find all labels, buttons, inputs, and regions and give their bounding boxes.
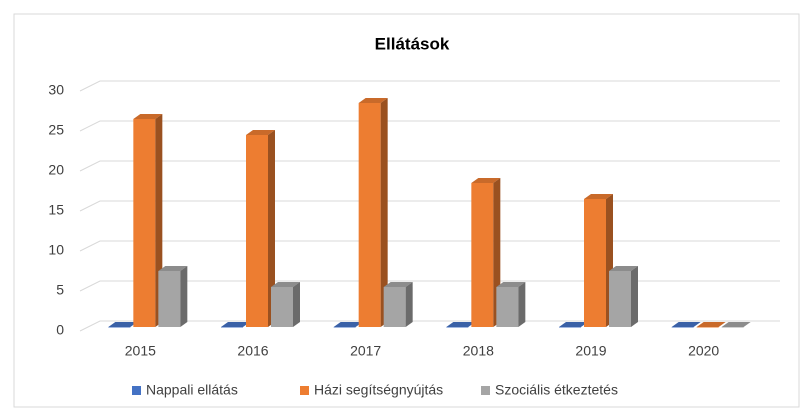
bar-top xyxy=(333,322,363,327)
legend-label: Nappali ellátás xyxy=(146,382,238,398)
y-tick-label: 30 xyxy=(48,82,64,98)
bar-front xyxy=(671,327,694,328)
bar-top xyxy=(271,282,300,287)
y-tick-label: 10 xyxy=(48,242,64,258)
bar-front xyxy=(108,327,131,328)
x-tick-label: 2019 xyxy=(575,343,606,359)
grid-line xyxy=(79,120,780,132)
bar-side xyxy=(405,282,413,327)
bar-top xyxy=(221,322,250,327)
y-tick-label: 15 xyxy=(48,202,64,218)
bar-top xyxy=(671,322,701,327)
bar-top xyxy=(496,282,526,287)
bar-top xyxy=(471,178,501,183)
y-tick-label: 5 xyxy=(56,282,64,298)
bar-front xyxy=(221,327,243,328)
x-tick-label: 2015 xyxy=(125,343,156,359)
x-tick-label: 2017 xyxy=(350,343,381,359)
bar-top xyxy=(446,322,476,327)
bar-front xyxy=(358,103,381,327)
bar-front xyxy=(133,119,156,327)
chart-title: Ellátások xyxy=(375,34,450,53)
bar-top xyxy=(246,130,275,135)
legend-swatch xyxy=(132,386,141,395)
bar-front xyxy=(246,135,268,327)
y-tick-label: 20 xyxy=(48,162,64,178)
bar-front xyxy=(383,287,406,327)
bar-side xyxy=(631,266,638,327)
bar-top xyxy=(133,114,163,119)
legend-swatch xyxy=(481,386,490,395)
bar-top xyxy=(559,322,588,327)
bar-front xyxy=(609,271,631,327)
legend-label: Házi segítségnyújtás xyxy=(314,382,443,398)
bar-front xyxy=(559,327,581,328)
grid-line xyxy=(79,80,780,92)
bar-front xyxy=(696,327,719,328)
bar-front xyxy=(496,287,519,327)
bar-front xyxy=(471,183,494,327)
bar-top xyxy=(721,322,751,327)
bar-top xyxy=(358,98,388,103)
bar-top xyxy=(609,266,638,271)
bar-front xyxy=(446,327,469,328)
grid-line xyxy=(79,160,780,172)
bar-top xyxy=(158,266,188,271)
bar-side xyxy=(380,98,388,327)
grid-line xyxy=(79,200,780,212)
bar-front xyxy=(721,327,744,328)
bar-front xyxy=(158,271,181,327)
bar-top xyxy=(584,194,613,199)
grid-line xyxy=(79,240,780,252)
x-tick-label: 2020 xyxy=(688,343,719,359)
bar-front xyxy=(271,287,293,327)
y-tick-label: 25 xyxy=(48,122,64,138)
bar-front xyxy=(584,199,606,327)
bar-top xyxy=(383,282,413,287)
legend-swatch xyxy=(300,386,309,395)
grid-line xyxy=(79,280,780,292)
x-tick-label: 2018 xyxy=(463,343,494,359)
bar-front xyxy=(333,327,356,328)
x-tick-label: 2016 xyxy=(237,343,268,359)
y-tick-label: 0 xyxy=(56,322,64,338)
bar-top xyxy=(108,322,138,327)
bar-top xyxy=(696,322,726,327)
bar-side xyxy=(293,282,300,327)
bar-side xyxy=(518,282,526,327)
grid-line xyxy=(79,320,780,332)
bar-side xyxy=(180,266,188,327)
bar-side xyxy=(268,130,275,327)
legend-label: Szociális étkeztetés xyxy=(495,382,618,398)
